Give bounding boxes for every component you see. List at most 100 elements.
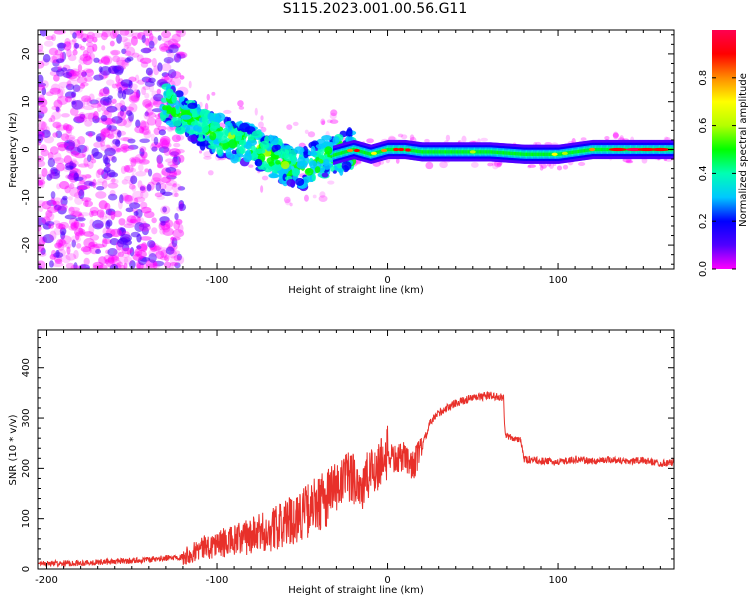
spectrogram-band-cell (596, 147, 598, 152)
spectrogram-ridge-blob (341, 160, 352, 171)
spectrogram-noise-blob (40, 80, 49, 89)
spectrogram-band-cell (338, 152, 340, 156)
spectrogram-noise-blob (110, 210, 116, 221)
spectrogram-noise-blob (38, 174, 46, 182)
spectrogram-ridge-blob (254, 158, 263, 167)
spectrogram-noise-blob (366, 138, 374, 144)
spectrogram-ridge-blob (274, 144, 281, 151)
spectrogram-noise-blob (153, 136, 159, 146)
spectrogram-noise-blob (160, 171, 167, 176)
spectrogram-noise-blob (70, 222, 77, 230)
spectrogram-noise-blob (96, 103, 102, 113)
spectrogram-noise-blob (145, 67, 153, 76)
spectrogram-noise-blob (83, 97, 91, 106)
spectrogram-band-cell (524, 152, 527, 156)
spectrogram-noise-blob (124, 194, 133, 205)
spectrogram-band-cell (534, 152, 536, 156)
spectrogram-noise-blob (119, 194, 124, 204)
spectrogram-noise-blob (260, 126, 267, 133)
spectrogram-noise-blob (139, 138, 150, 144)
spectrogram-noise-blob (139, 57, 152, 64)
spectrogram-noise-blob (136, 54, 144, 63)
spectrogram-band-cell (493, 150, 495, 154)
spectrogram-ridge-blob (218, 136, 229, 144)
spectrogram-band-cell (507, 151, 510, 155)
spectrogram-noise-blob (159, 228, 166, 235)
spectrogram-ridge-blob (172, 117, 182, 127)
spectrogram-noise-blob (87, 154, 92, 163)
spectrogram-noise-blob (84, 120, 93, 127)
spectrogram-noise-blob (60, 133, 70, 141)
spectrogram-noise-blob (38, 110, 45, 119)
spectrogram-noise-blob (53, 157, 65, 164)
spectrogram-noise-blob (166, 126, 175, 131)
spectrogram-noise-blob (152, 30, 162, 33)
spectrogram-noise-blob (173, 53, 182, 63)
spectrogram-noise-blob (92, 261, 104, 269)
spectrogram-band-cell (514, 151, 517, 156)
spectrogram-noise-blob (77, 135, 86, 145)
spectrogram-band-cell (360, 149, 362, 154)
spectrogram-noise-blob (81, 148, 87, 158)
spectrogram-noise-blob (129, 167, 137, 173)
spectrogram-noise-blob (91, 32, 103, 38)
spectrogram-noise-blob (97, 168, 105, 176)
spectrogram-band-cell (359, 149, 361, 153)
spectrogram-noise-blob (158, 144, 164, 149)
spectrogram-noise-blob (70, 151, 80, 157)
spectrogram-noise-blob (58, 238, 66, 246)
spectrogram-band-cell (482, 150, 484, 154)
spectrogram-noise-blob (139, 159, 150, 165)
spectrogram-noise-blob (304, 129, 309, 135)
spectrogram-noise-blob (78, 189, 85, 200)
spectrogram-noise-blob (101, 180, 108, 189)
spectrogram-band-cell (451, 150, 453, 154)
spectrogram-noise-blob (174, 212, 179, 221)
spectrogram-noise-blob (445, 134, 451, 142)
spectrogram-band-cell (517, 152, 519, 156)
spectrogram-band-cell (485, 150, 488, 154)
spectrogram-ridge-blob (247, 135, 255, 141)
spectrogram-band-cell (453, 150, 455, 154)
colorbar-tick-label: 0.0 (698, 261, 709, 277)
spectrogram-noise-blob (83, 68, 94, 74)
spectrogram-noise-blob (54, 242, 62, 249)
spectrogram-noise-blob (131, 184, 137, 192)
spectrogram-band-cell (338, 151, 341, 156)
spectrogram-noise-blob (66, 49, 72, 58)
spectrogram-noise-blob (134, 125, 145, 134)
spectrogram-peak (637, 147, 656, 152)
spectrogram-noise-blob (175, 30, 184, 34)
spectrogram-noise-blob (143, 210, 155, 219)
spectrogram-band-cell (529, 152, 531, 156)
spectrogram-noise-blob (103, 254, 115, 263)
spectrogram-noise-blob (141, 128, 151, 136)
spectrogram-noise-blob (153, 127, 161, 136)
spectrogram-noise-blob (82, 200, 94, 208)
spectrogram-noise-blob (92, 43, 98, 52)
spectrogram-noise-blob (139, 201, 148, 209)
spectrogram-band-cell (500, 150, 502, 155)
spectrogram-noise-blob (74, 42, 80, 49)
spectrogram-noise-blob (151, 227, 158, 235)
spectrogram-band-cell (501, 151, 504, 155)
spectrogram-band-cell (495, 150, 498, 154)
spectrogram-noise-blob (487, 162, 494, 167)
spectrogram-ridge-blob (160, 97, 168, 103)
spectrogram-ridge-blob (251, 130, 263, 138)
spectrogram-noise-blob (91, 158, 97, 164)
spectrogram-band-cell (387, 147, 389, 152)
spectrogram-noise-blob (54, 49, 63, 56)
spectrogram-noise-blob (122, 88, 134, 95)
spectrogram-noise-blob (116, 130, 122, 138)
spectrogram-noise-blob (45, 91, 54, 97)
spectrogram-noise-blob (87, 160, 94, 169)
spectrogram-noise-blob (143, 30, 153, 37)
spectrogram-noise-blob (48, 47, 59, 56)
spectrogram-noise-blob (131, 52, 140, 58)
spectrogram-noise-blob (74, 152, 86, 159)
spectrogram-noise-blob (139, 146, 147, 153)
spectrogram-ridge-blob (311, 173, 316, 182)
spectrogram-noise-blob (166, 171, 176, 182)
spectrogram-band-cell (442, 150, 444, 154)
